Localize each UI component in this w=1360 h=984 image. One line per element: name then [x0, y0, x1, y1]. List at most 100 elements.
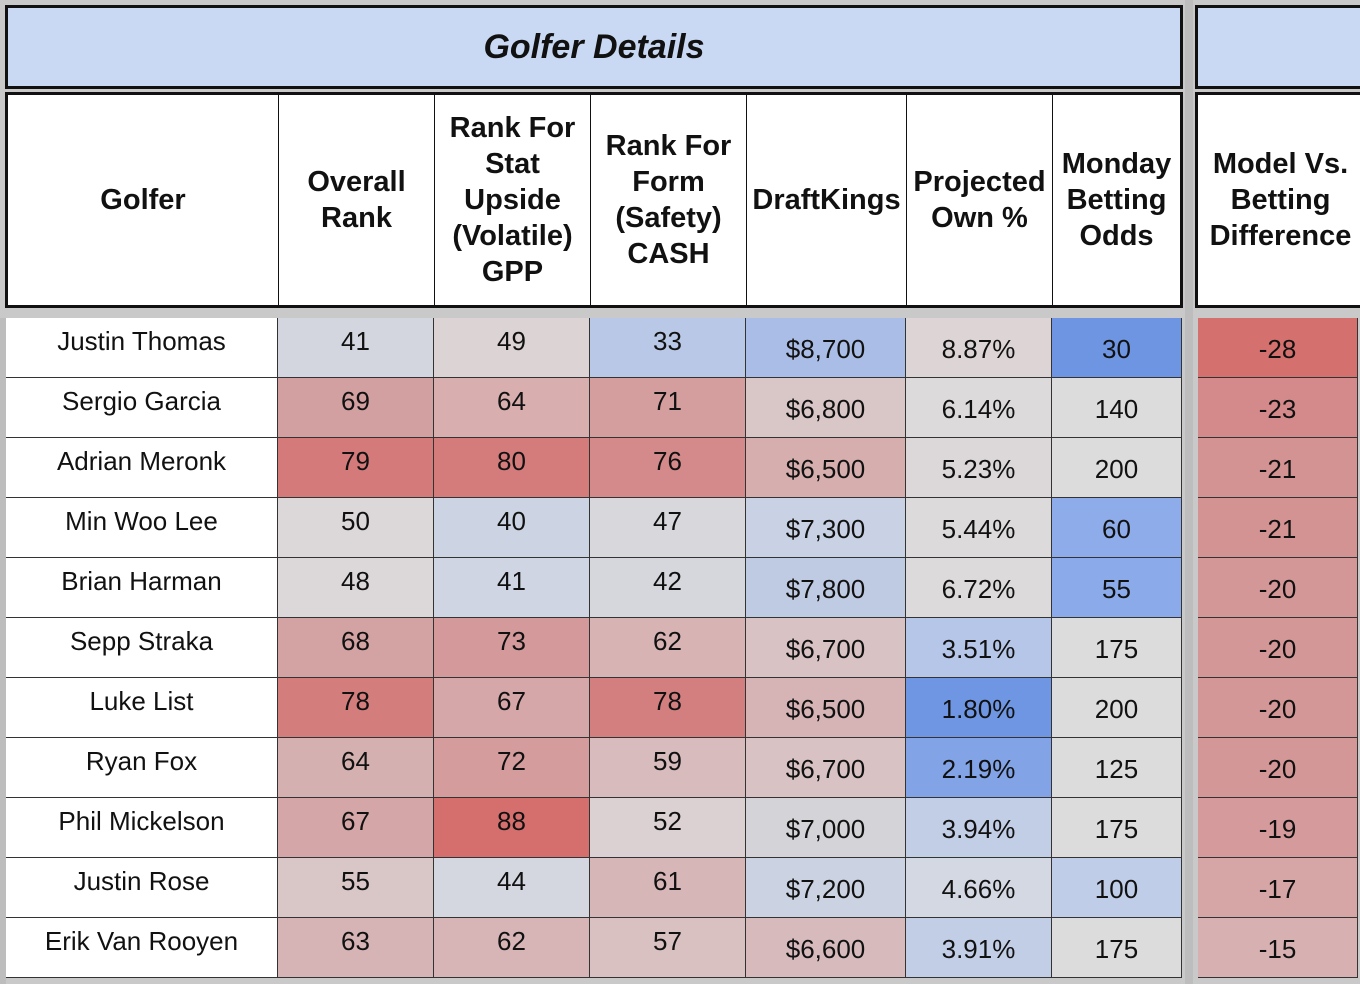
rank-form-cell[interactable]: 71 [590, 378, 746, 438]
rank-form-cell[interactable]: 59 [590, 738, 746, 798]
monday-odds-cell[interactable]: 175 [1052, 618, 1182, 678]
projected-own-cell[interactable]: 2.19% [906, 738, 1052, 798]
model-vs-betting-cell[interactable]: -19 [1198, 798, 1358, 858]
rank-form-cell[interactable]: 78 [590, 678, 746, 738]
rank-stat-cell[interactable]: 73 [434, 618, 590, 678]
model-vs-betting-cell[interactable]: -15 [1198, 918, 1358, 978]
projected-own-cell[interactable]: 3.51% [906, 618, 1052, 678]
draftkings-salary-cell[interactable]: $7,000 [746, 798, 906, 858]
header-model-vs-betting[interactable]: Model Vs. Betting Difference [1209, 148, 1352, 252]
header-rank-form[interactable]: Rank For Form (Safety) CASH [591, 95, 747, 305]
overall-rank-cell[interactable]: 78 [278, 678, 434, 738]
table-row[interactable]: Sepp Straka 68 73 62 $6,700 3.51% 175 -20 [0, 618, 1360, 678]
monday-odds-cell[interactable]: 175 [1052, 918, 1182, 978]
model-vs-betting-cell[interactable]: -20 [1198, 678, 1358, 738]
header-projected-own[interactable]: Projected Own % [907, 95, 1053, 305]
overall-rank-cell[interactable]: 79 [278, 438, 434, 498]
draftkings-salary-cell[interactable]: $6,700 [746, 618, 906, 678]
rank-stat-cell[interactable]: 72 [434, 738, 590, 798]
rank-form-cell[interactable]: 42 [590, 558, 746, 618]
golfer-name-cell[interactable]: Brian Harman [6, 558, 278, 618]
draftkings-salary-cell[interactable]: $6,800 [746, 378, 906, 438]
rank-stat-cell[interactable]: 41 [434, 558, 590, 618]
golfer-name-cell[interactable]: Phil Mickelson [6, 798, 278, 858]
table-row[interactable]: Justin Rose 55 44 61 $7,200 4.66% 100 -17 [0, 858, 1360, 918]
monday-odds-cell[interactable]: 60 [1052, 498, 1182, 558]
table-row[interactable]: Justin Thomas 41 49 33 $8,700 8.87% 30 -28 [0, 318, 1360, 378]
overall-rank-cell[interactable]: 41 [278, 318, 434, 378]
overall-rank-cell[interactable]: 69 [278, 378, 434, 438]
header-golfer[interactable]: Golfer [8, 95, 279, 305]
monday-odds-cell[interactable]: 30 [1052, 318, 1182, 378]
model-vs-betting-cell[interactable]: -20 [1198, 738, 1358, 798]
rank-stat-cell[interactable]: 64 [434, 378, 590, 438]
projected-own-cell[interactable]: 3.94% [906, 798, 1052, 858]
table-row[interactable]: Adrian Meronk 79 80 76 $6,500 5.23% 200 -21 [0, 438, 1360, 498]
projected-own-cell[interactable]: 8.87% [906, 318, 1052, 378]
rank-form-cell[interactable]: 76 [590, 438, 746, 498]
rank-stat-cell[interactable]: 49 [434, 318, 590, 378]
monday-odds-cell[interactable]: 55 [1052, 558, 1182, 618]
header-rank-stat-upside[interactable]: Rank For Stat Upside (Volatile) GPP [435, 95, 591, 305]
projected-own-cell[interactable]: 6.72% [906, 558, 1052, 618]
table-row[interactable]: Erik Van Rooyen 63 62 57 $6,600 3.91% 175 -15 [0, 918, 1360, 978]
rank-stat-cell[interactable]: 40 [434, 498, 590, 558]
monday-odds-cell[interactable]: 125 [1052, 738, 1182, 798]
overall-rank-cell[interactable]: 50 [278, 498, 434, 558]
draftkings-salary-cell[interactable]: $7,200 [746, 858, 906, 918]
projected-own-cell[interactable]: 6.14% [906, 378, 1052, 438]
golfer-name-cell[interactable]: Justin Rose [6, 858, 278, 918]
model-vs-betting-cell[interactable]: -28 [1198, 318, 1358, 378]
golfer-name-cell[interactable]: Erik Van Rooyen [6, 918, 278, 978]
rank-stat-cell[interactable]: 67 [434, 678, 590, 738]
golfer-name-cell[interactable]: Ryan Fox [6, 738, 278, 798]
overall-rank-cell[interactable]: 68 [278, 618, 434, 678]
rank-form-cell[interactable]: 62 [590, 618, 746, 678]
model-vs-betting-cell[interactable]: -23 [1198, 378, 1358, 438]
monday-odds-cell[interactable]: 175 [1052, 798, 1182, 858]
rank-stat-cell[interactable]: 80 [434, 438, 590, 498]
rank-stat-cell[interactable]: 44 [434, 858, 590, 918]
draftkings-salary-cell[interactable]: $6,500 [746, 438, 906, 498]
rank-stat-cell[interactable]: 62 [434, 918, 590, 978]
overall-rank-cell[interactable]: 67 [278, 798, 434, 858]
rank-stat-cell[interactable]: 88 [434, 798, 590, 858]
projected-own-cell[interactable]: 5.23% [906, 438, 1052, 498]
overall-rank-cell[interactable]: 63 [278, 918, 434, 978]
model-vs-betting-cell[interactable]: -20 [1198, 618, 1358, 678]
golfer-name-cell[interactable]: Luke List [6, 678, 278, 738]
rank-form-cell[interactable]: 47 [590, 498, 746, 558]
header-monday-odds[interactable]: Monday Betting Odds [1061, 148, 1172, 252]
draftkings-salary-cell[interactable]: $6,500 [746, 678, 906, 738]
overall-rank-cell[interactable]: 48 [278, 558, 434, 618]
model-vs-betting-cell[interactable]: -21 [1198, 438, 1358, 498]
frozen-column-divider[interactable] [1185, 0, 1193, 984]
monday-odds-cell[interactable]: 100 [1052, 858, 1182, 918]
model-vs-betting-cell[interactable]: -20 [1198, 558, 1358, 618]
draftkings-salary-cell[interactable]: $8,700 [746, 318, 906, 378]
draftkings-salary-cell[interactable]: $6,600 [746, 918, 906, 978]
draftkings-salary-cell[interactable]: $7,800 [746, 558, 906, 618]
golfer-name-cell[interactable]: Justin Thomas [6, 318, 278, 378]
header-draftkings[interactable]: DraftKings [747, 95, 907, 305]
golfer-name-cell[interactable]: Sergio Garcia [6, 378, 278, 438]
monday-odds-cell[interactable]: 200 [1052, 438, 1182, 498]
projected-own-cell[interactable]: 4.66% [906, 858, 1052, 918]
golfer-name-cell[interactable]: Min Woo Lee [6, 498, 278, 558]
rank-form-cell[interactable]: 52 [590, 798, 746, 858]
table-row[interactable]: Phil Mickelson 67 88 52 $7,000 3.94% 175 -19 [0, 798, 1360, 858]
monday-odds-cell[interactable]: 140 [1052, 378, 1182, 438]
rank-form-cell[interactable]: 61 [590, 858, 746, 918]
monday-odds-cell[interactable]: 200 [1052, 678, 1182, 738]
projected-own-cell[interactable]: 5.44% [906, 498, 1052, 558]
projected-own-cell[interactable]: 3.91% [906, 918, 1052, 978]
header-overall-rank[interactable]: Overall Rank [279, 95, 435, 305]
projected-own-cell[interactable]: 1.80% [906, 678, 1052, 738]
model-vs-betting-cell[interactable]: -17 [1198, 858, 1358, 918]
table-row[interactable]: Brian Harman 48 41 42 $7,800 6.72% 55 -20 [0, 558, 1360, 618]
rank-form-cell[interactable]: 57 [590, 918, 746, 978]
table-row[interactable]: Luke List 78 67 78 $6,500 1.80% 200 -20 [0, 678, 1360, 738]
table-row[interactable]: Ryan Fox 64 72 59 $6,700 2.19% 125 -20 [0, 738, 1360, 798]
draftkings-salary-cell[interactable]: $7,300 [746, 498, 906, 558]
overall-rank-cell[interactable]: 55 [278, 858, 434, 918]
